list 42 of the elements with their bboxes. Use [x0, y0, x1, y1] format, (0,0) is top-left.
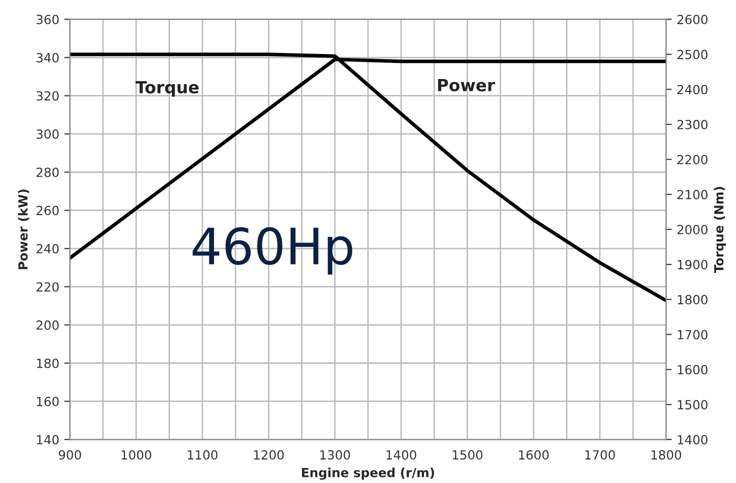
y-tick-label: 200	[36, 320, 59, 330]
y2-tick-label: 2500	[677, 50, 708, 60]
line-series	[70, 52, 666, 302]
y-tick-label: 360	[36, 14, 59, 24]
y-tick-label: 160	[37, 396, 59, 406]
y-tick-label: 220	[36, 282, 59, 292]
x-axis-title: Engine speed (r/m)	[302, 468, 434, 480]
y2-tick-label: 2400	[677, 84, 708, 94]
y-tick-label: 240	[36, 244, 59, 254]
x-tick-label: 1500	[452, 450, 482, 460]
x-tick-label: 1300	[320, 450, 350, 460]
y2-tick-label: 2300	[677, 120, 708, 130]
x-tick-label: 1800	[652, 450, 682, 460]
y-tick-label: 320	[36, 91, 59, 101]
y-tick-label: 280	[36, 168, 59, 178]
x-tick-label: 900	[58, 450, 82, 460]
y-tick-label: 180	[37, 358, 59, 368]
y2-tick-label: 1400	[678, 435, 708, 444]
x-tick-label: 1100	[188, 450, 218, 460]
y2-tick-label: 1600	[678, 364, 708, 374]
y2-tick-label: 1700	[678, 330, 708, 340]
y2-tick-label: 2100	[677, 190, 708, 200]
y-tick-label: 140	[37, 435, 59, 444]
y2-tick-label: 1800	[678, 294, 708, 304]
y-tick-label: 300	[36, 129, 59, 139]
x-tick-label: 1400	[386, 450, 416, 460]
annotation: Power	[438, 79, 496, 92]
y2-tick-label: 1900	[678, 260, 708, 270]
annotation: 460Hp	[192, 227, 352, 275]
annotation: Torque	[136, 81, 199, 97]
y2-tick-label: 2000	[677, 224, 708, 234]
x-tick-label: 1000	[122, 450, 152, 460]
x-tick-label: 1700	[585, 450, 615, 460]
y2-tick-label: 2200	[677, 154, 708, 164]
y-tick-label: 340	[36, 52, 59, 62]
y2-tick-label: 2600	[677, 14, 708, 24]
y-axis-title: Power (kW)	[18, 190, 30, 270]
y-tick-label: 260	[36, 206, 59, 216]
y2-tick-label: 1500	[678, 400, 708, 410]
x-tick-label: 1200	[254, 450, 284, 460]
y2-axis-title: Torque (Nm)	[714, 186, 726, 273]
x-tick-label: 1600	[519, 450, 549, 460]
